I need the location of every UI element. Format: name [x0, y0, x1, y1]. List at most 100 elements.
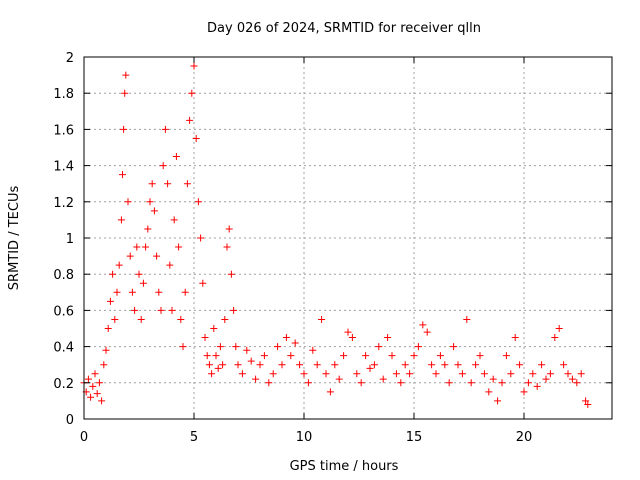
data-point: [300, 370, 308, 378]
data-point: [181, 288, 189, 296]
x-tick-labels: 0 5 10 15 20: [80, 430, 532, 445]
data-point: [524, 379, 532, 387]
data-point: [87, 393, 95, 401]
data-point: [137, 315, 145, 323]
data-point: [494, 397, 502, 405]
data-point: [533, 382, 541, 390]
data-point: [436, 352, 444, 360]
x-axis-label: GPS time / hours: [290, 459, 399, 474]
data-point: [278, 361, 286, 369]
data-point: [551, 334, 559, 342]
data-point: [144, 225, 152, 233]
data-point: [168, 306, 176, 314]
data-point: [252, 375, 260, 383]
data-point: [326, 388, 334, 396]
data-point: [216, 343, 224, 351]
data-point: [260, 352, 268, 360]
y-tick-label: 1.6: [53, 123, 74, 138]
data-point: [282, 334, 290, 342]
y-tick-label: 0.8: [53, 268, 74, 283]
data-point: [313, 361, 321, 369]
data-point: [186, 116, 194, 124]
data-point: [397, 379, 405, 387]
data-point: [177, 315, 185, 323]
data-point: [135, 270, 143, 278]
data-point: [296, 361, 304, 369]
data-point: [309, 346, 317, 354]
data-point: [265, 379, 273, 387]
data-point: [344, 328, 352, 336]
data-point: [401, 361, 409, 369]
data-point: [498, 379, 506, 387]
data-point: [467, 379, 475, 387]
data-point: [335, 375, 343, 383]
data-point: [568, 375, 576, 383]
data-point: [410, 352, 418, 360]
data-point: [269, 370, 277, 378]
data-point: [529, 370, 537, 378]
data-point: [166, 261, 174, 269]
data-point: [331, 361, 339, 369]
data-point: [560, 361, 568, 369]
data-point: [362, 352, 370, 360]
data-point: [538, 361, 546, 369]
data-point: [117, 216, 125, 224]
data-point: [573, 379, 581, 387]
data-point: [287, 352, 295, 360]
data-point: [150, 207, 158, 215]
y-tick-label: 0.4: [53, 341, 74, 356]
data-point: [225, 225, 233, 233]
data-point: [157, 306, 165, 314]
data-point: [564, 370, 572, 378]
data-point: [89, 382, 97, 390]
data-point: [100, 361, 108, 369]
data-point: [232, 343, 240, 351]
data-point: [111, 315, 119, 323]
data-point: [357, 379, 365, 387]
y-tick-label: 1.2: [53, 196, 74, 211]
data-point: [516, 361, 524, 369]
data-point: [419, 321, 427, 329]
data-point: [192, 134, 200, 142]
data-point: [221, 315, 229, 323]
data-point: [146, 198, 154, 206]
data-point: [520, 388, 528, 396]
data-point: [485, 388, 493, 396]
data-point: [445, 379, 453, 387]
data-point: [502, 352, 510, 360]
data-point: [577, 370, 585, 378]
data-point: [203, 352, 211, 360]
data-point: [450, 343, 458, 351]
data-point: [172, 153, 180, 161]
data-point: [238, 370, 246, 378]
data-point: [511, 334, 519, 342]
data-point: [392, 370, 400, 378]
data-point: [472, 361, 480, 369]
data-point: [582, 397, 590, 405]
y-tick-label: 0.6: [53, 304, 74, 319]
data-point: [406, 370, 414, 378]
data-point: [348, 334, 356, 342]
data-point: [227, 270, 235, 278]
data-point: [388, 352, 396, 360]
data-point: [256, 361, 264, 369]
x-tick-label: 0: [80, 430, 88, 445]
data-point: [164, 180, 172, 188]
x-tick-label: 15: [406, 430, 423, 445]
data-point: [353, 370, 361, 378]
data-point: [340, 352, 348, 360]
data-point: [197, 234, 205, 242]
data-point: [131, 306, 139, 314]
data-point: [84, 375, 92, 383]
chart-title: Day 026 of 2024, SRMTID for receiver qll…: [207, 21, 481, 36]
data-point: [370, 361, 378, 369]
data-point: [205, 361, 213, 369]
data-point: [480, 370, 488, 378]
data-point: [142, 243, 150, 251]
x-tick-label: 20: [516, 430, 533, 445]
data-point: [98, 397, 106, 405]
data-point: [179, 343, 187, 351]
data-point: [159, 162, 167, 170]
data-point: [153, 252, 161, 260]
data-point: [219, 361, 227, 369]
